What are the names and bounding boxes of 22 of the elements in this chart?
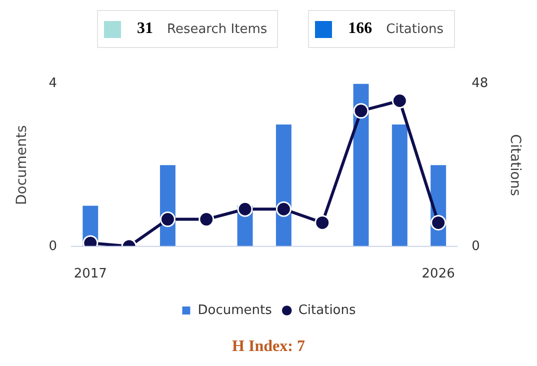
text: 166 Citations bbox=[348, 20, 444, 38]
point bbox=[237, 201, 253, 217]
point bbox=[353, 103, 369, 119]
text: H Index: 7 bbox=[231, 338, 306, 356]
bar bbox=[353, 84, 369, 246]
y2-tick-label: 0 bbox=[472, 238, 480, 254]
x-tick-label: 2026 bbox=[422, 266, 455, 282]
y-tick-label: 4 bbox=[48, 76, 58, 92]
point bbox=[160, 212, 176, 228]
x-tick-label: 2017 bbox=[74, 266, 107, 282]
legend-label: Documents bbox=[198, 302, 272, 318]
text: 31 Research Items bbox=[137, 20, 268, 38]
point bbox=[198, 212, 214, 228]
y2-axis-title: Citations bbox=[506, 134, 523, 196]
y2-tick-label: 48 bbox=[472, 76, 488, 92]
point bbox=[314, 214, 330, 230]
bar bbox=[392, 124, 408, 246]
point bbox=[430, 214, 446, 230]
legend-label: Citations bbox=[298, 302, 356, 318]
y-axis-title: Documents bbox=[14, 125, 30, 206]
point bbox=[392, 92, 408, 108]
point bbox=[276, 201, 292, 217]
